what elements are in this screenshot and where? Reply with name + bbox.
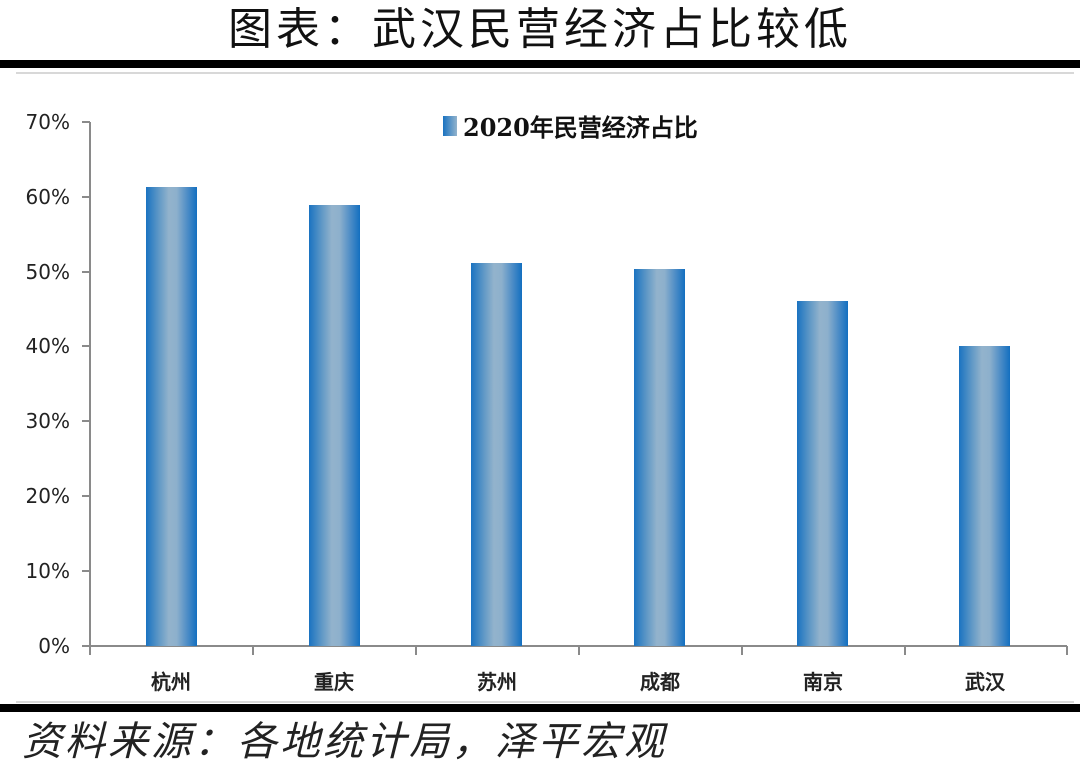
- y-tick-label: 40%: [25, 334, 70, 358]
- bottom-divider-thin: [16, 701, 1074, 703]
- x-tick: [578, 646, 580, 655]
- x-tick-label: 苏州: [477, 670, 517, 694]
- top-divider: [0, 60, 1080, 68]
- bar-wuhan: [959, 345, 1011, 646]
- y-tick: [82, 420, 90, 422]
- bar-hangzhou: [145, 187, 197, 646]
- y-tick: [82, 345, 90, 347]
- y-tick: [82, 196, 90, 198]
- x-tick: [904, 646, 906, 655]
- bar-suzhou: [471, 262, 523, 646]
- legend: 2020年民营经济占比: [443, 108, 698, 143]
- y-tick-label: 0%: [38, 634, 70, 658]
- bar-nanjing: [796, 300, 848, 646]
- y-tick: [82, 495, 90, 497]
- top-divider-thin: [16, 72, 1074, 74]
- x-tick-label: 重庆: [314, 670, 354, 694]
- y-tick-label: 20%: [25, 484, 70, 508]
- bar-chengdu: [633, 268, 685, 646]
- y-tick-label: 10%: [25, 559, 70, 583]
- bottom-divider: [0, 704, 1080, 712]
- x-tick: [1066, 646, 1068, 655]
- bar-chongqing: [308, 205, 360, 646]
- legend-swatch-icon: [443, 115, 457, 136]
- y-tick: [82, 271, 90, 273]
- x-tick-label: 杭州: [151, 670, 191, 694]
- y-tick: [82, 121, 90, 123]
- x-tick: [89, 646, 91, 655]
- y-axis: [89, 122, 91, 647]
- x-tick: [415, 646, 417, 655]
- x-tick: [741, 646, 743, 655]
- y-tick: [82, 645, 90, 647]
- bar-chart: 2020年民营经济占比 0% 10% 20% 30% 40% 50% 60% 7…: [25, 108, 1068, 694]
- source-note: 资料来源：各地统计局，泽平宏观: [22, 719, 667, 765]
- legend-label: 2020年民营经济占比: [463, 113, 698, 142]
- page-title: 图表：武汉民营经济占比较低: [228, 4, 852, 55]
- y-tick-label: 30%: [25, 409, 70, 433]
- x-tick-label: 成都: [640, 670, 680, 694]
- y-tick: [82, 570, 90, 572]
- x-tick-label: 南京: [803, 670, 843, 694]
- y-tick-label: 50%: [25, 260, 70, 284]
- x-tick: [252, 646, 254, 655]
- x-tick-label: 武汉: [965, 670, 1005, 694]
- y-tick-label: 70%: [25, 110, 70, 134]
- y-tick-label: 60%: [25, 185, 70, 209]
